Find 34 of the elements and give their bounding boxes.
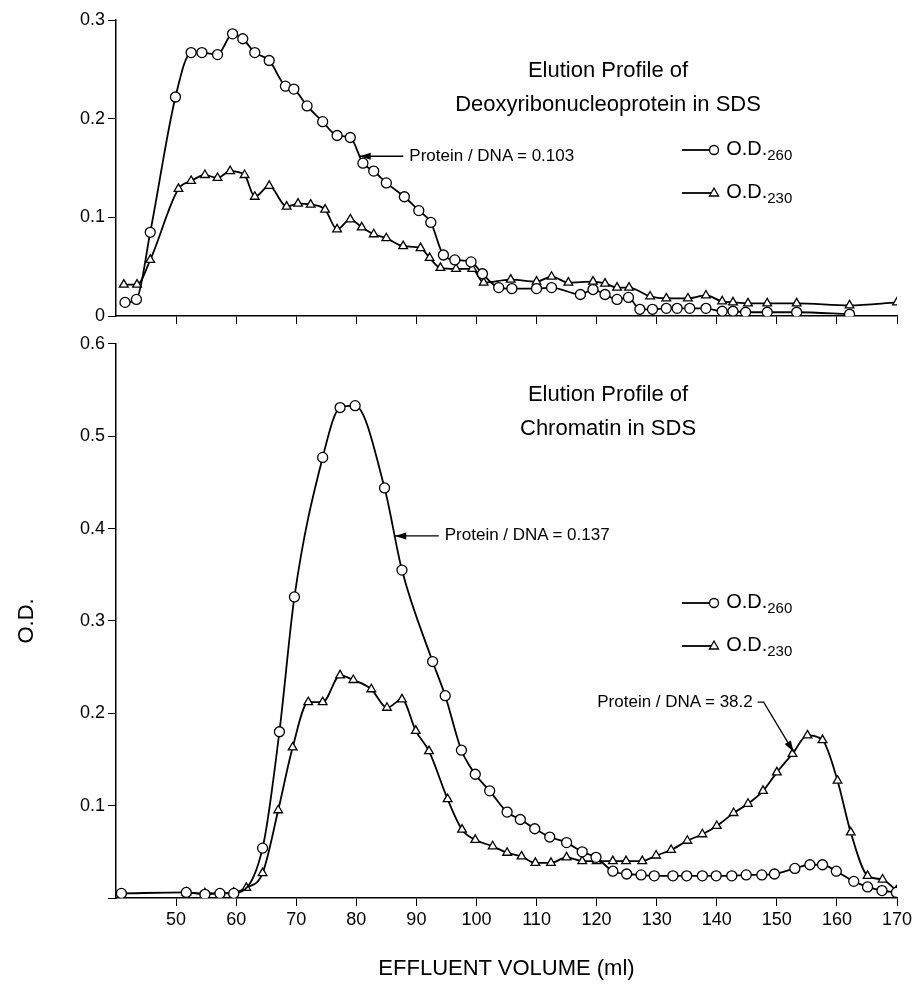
- x-tick-label: 130: [641, 908, 672, 929]
- x-axis-title: EFFLUENT VOLUME (ml): [378, 954, 635, 980]
- y-tick-label: 0.4: [79, 517, 105, 538]
- legend-label: O.D.$_{260}$: [726, 589, 793, 616]
- y-tick-label: 0.6: [79, 332, 105, 353]
- legend-label: O.D.$_{230}$: [726, 180, 793, 207]
- y-tick-label: 0.1: [79, 794, 105, 815]
- x-tick-label: 120: [581, 908, 612, 929]
- legend-label: O.D.$_{260}$: [726, 137, 793, 164]
- legend-label: O.D.$_{230}$: [726, 632, 793, 659]
- x-tick-label: 110: [522, 908, 551, 929]
- text: Elution Profile of Deoxyribonucleoprotein in SDS: [455, 57, 761, 117]
- text: Elution Profile of Chromatin in SDS: [519, 380, 697, 440]
- y-tick-label: 0.3: [79, 8, 105, 29]
- x-tick-label: 50: [166, 908, 187, 929]
- x-tick-label: 100: [461, 908, 492, 929]
- y-tick-label: 0.2: [79, 107, 105, 128]
- y-tick-label: 0.5: [79, 425, 105, 446]
- y-tick-label: 0.2: [79, 702, 105, 723]
- y-tick-label: 0: [94, 305, 105, 326]
- x-tick-label: 140: [701, 908, 732, 929]
- x-tick-label: 150: [761, 908, 792, 929]
- annotation: Protein / DNA = 38.2: [597, 691, 753, 711]
- annotation: Protein / DNA = 0.137: [444, 525, 610, 545]
- annotation: Protein / DNA = 0.103: [409, 145, 575, 165]
- x-tick-label: 160: [821, 908, 852, 929]
- y-tick-label: 0.1: [79, 206, 105, 227]
- x-tick-label: 70: [286, 908, 307, 929]
- x-tick-label: 60: [226, 908, 247, 929]
- x-tick-label: 80: [346, 908, 367, 929]
- y-axis-title: O.D.: [13, 598, 39, 644]
- x-tick-label: 90: [406, 908, 427, 929]
- y-tick-label: 0.3: [79, 609, 105, 630]
- x-tick-label: 170: [881, 908, 913, 929]
